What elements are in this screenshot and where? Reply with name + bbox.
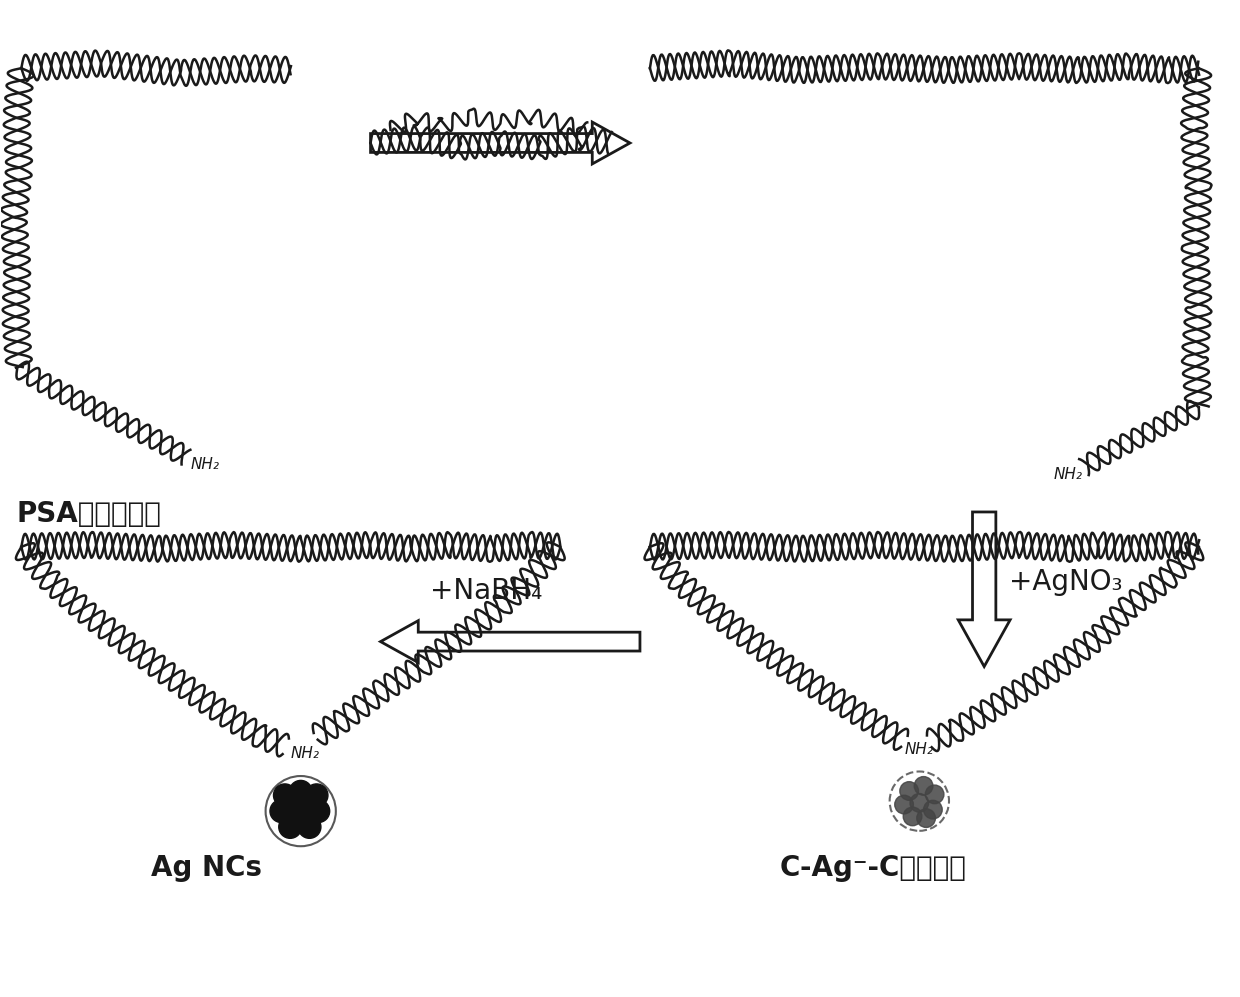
Text: C-Ag⁻-C相互作用: C-Ag⁻-C相互作用 [780,854,966,882]
Text: NH₂: NH₂ [290,747,320,762]
Circle shape [924,801,942,819]
Text: PSA智能适配体: PSA智能适配体 [16,499,161,528]
Circle shape [270,800,293,823]
Circle shape [903,808,921,826]
Text: NH₂: NH₂ [904,743,934,758]
Circle shape [306,800,330,823]
Circle shape [895,796,914,814]
Circle shape [289,800,312,823]
Circle shape [305,784,327,807]
FancyArrow shape [381,621,640,663]
Circle shape [279,816,301,838]
Circle shape [925,785,944,804]
FancyArrow shape [959,512,1011,667]
Circle shape [910,794,929,813]
Circle shape [916,809,935,828]
Circle shape [298,816,321,838]
FancyArrow shape [371,122,630,164]
Text: NH₂: NH₂ [1054,467,1083,483]
Circle shape [289,781,312,804]
Text: +NaBH₄: +NaBH₄ [430,576,543,605]
Circle shape [274,784,296,807]
Text: +AgNO₃: +AgNO₃ [1009,567,1122,596]
Text: Ag NCs: Ag NCs [151,854,262,882]
Circle shape [900,782,919,801]
Text: NH₂: NH₂ [191,457,219,473]
Circle shape [914,777,932,796]
